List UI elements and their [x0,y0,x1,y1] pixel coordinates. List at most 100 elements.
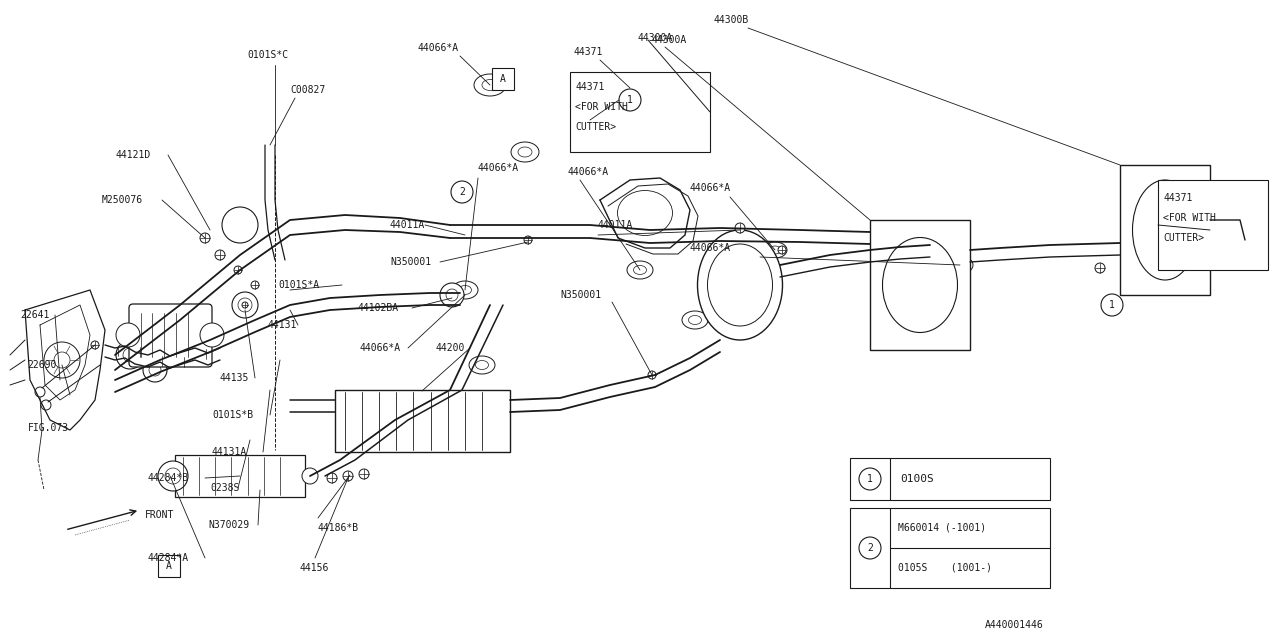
Text: 44011A: 44011A [390,220,425,230]
Text: N350001: N350001 [390,257,431,267]
Circle shape [251,281,259,289]
Circle shape [221,207,259,243]
Bar [335,390,509,452]
Circle shape [91,341,99,349]
Text: CUTTER>: CUTTER> [1164,233,1204,243]
Ellipse shape [1221,216,1239,244]
Ellipse shape [698,230,782,340]
Text: 44066*A: 44066*A [690,243,731,253]
Text: 44284*A: 44284*A [148,553,189,563]
Circle shape [234,266,242,274]
Circle shape [242,302,248,308]
Text: 22641: 22641 [20,310,50,320]
Text: 1: 1 [1108,300,1115,310]
Text: A: A [166,561,172,571]
Circle shape [1101,294,1123,316]
Circle shape [859,468,881,490]
Text: 44300A: 44300A [652,35,687,45]
Bar [1158,180,1268,270]
Ellipse shape [483,79,498,90]
Ellipse shape [1133,180,1198,280]
Text: 2: 2 [867,543,873,553]
Text: 44371: 44371 [575,82,604,92]
Text: 44066*A: 44066*A [690,183,731,193]
Text: M660014 (-1001): M660014 (-1001) [899,523,986,533]
Circle shape [1094,263,1105,273]
Text: A440001446: A440001446 [986,620,1043,630]
Text: FRONT: FRONT [145,510,174,520]
Circle shape [143,358,166,382]
Ellipse shape [634,266,646,275]
Circle shape [778,246,786,254]
Ellipse shape [627,261,653,279]
Circle shape [157,461,188,491]
Circle shape [735,223,745,233]
Text: 44135: 44135 [220,373,250,383]
Text: 0101S*A: 0101S*A [278,280,319,290]
Ellipse shape [474,74,506,96]
Circle shape [54,352,70,368]
Circle shape [859,537,881,559]
Bar [492,68,515,90]
Text: 44371: 44371 [573,47,603,57]
Circle shape [451,181,474,203]
Text: FIG.073: FIG.073 [28,423,69,433]
Bar [870,220,970,350]
Circle shape [358,469,369,479]
Ellipse shape [458,285,471,294]
Ellipse shape [689,316,701,324]
Circle shape [620,89,641,111]
Text: 44066*A: 44066*A [477,163,520,173]
Ellipse shape [947,256,973,274]
Bar [157,555,180,577]
Circle shape [648,371,657,379]
Ellipse shape [682,311,708,329]
Circle shape [44,342,79,378]
Circle shape [232,292,259,318]
Ellipse shape [769,246,781,254]
Circle shape [116,323,140,347]
Ellipse shape [518,147,532,157]
Circle shape [238,298,252,312]
Text: C00827: C00827 [291,85,325,95]
Text: 44186*B: 44186*B [317,523,358,533]
Text: <FOR WITH: <FOR WITH [575,102,628,112]
Text: 22690: 22690 [27,360,56,370]
Text: 44300A: 44300A [637,33,673,43]
Circle shape [35,387,45,397]
Circle shape [123,348,137,362]
Text: 44156: 44156 [300,563,329,573]
Text: 44200: 44200 [435,343,465,353]
Bar [175,455,305,497]
Text: 44011A: 44011A [598,220,634,230]
Text: 44371: 44371 [1164,193,1193,203]
Text: 44131: 44131 [268,320,297,330]
Text: 44102BA: 44102BA [358,303,399,313]
Text: N350001: N350001 [561,290,602,300]
Circle shape [440,283,465,307]
FancyBboxPatch shape [129,304,212,367]
Ellipse shape [708,244,773,326]
Bar [850,508,1050,588]
Circle shape [343,471,353,481]
Circle shape [200,233,210,243]
Text: 0101S*B: 0101S*B [212,410,253,420]
Ellipse shape [475,360,489,369]
Circle shape [215,250,225,260]
Text: 44131A: 44131A [212,447,247,457]
Text: A: A [500,74,506,84]
Text: 0238S: 0238S [210,483,239,493]
Text: 0105S    (1001-): 0105S (1001-) [899,563,992,573]
Ellipse shape [617,191,672,236]
Text: <FOR WITH: <FOR WITH [1164,213,1216,223]
Text: 44066*A: 44066*A [360,343,401,353]
Circle shape [524,236,532,244]
Text: 2: 2 [460,187,465,197]
Text: 44300B: 44300B [713,15,749,25]
Ellipse shape [511,142,539,162]
Circle shape [302,468,317,484]
Circle shape [41,400,51,410]
Text: M250076: M250076 [102,195,143,205]
Text: 0100S: 0100S [900,474,933,484]
Bar [850,458,1050,500]
